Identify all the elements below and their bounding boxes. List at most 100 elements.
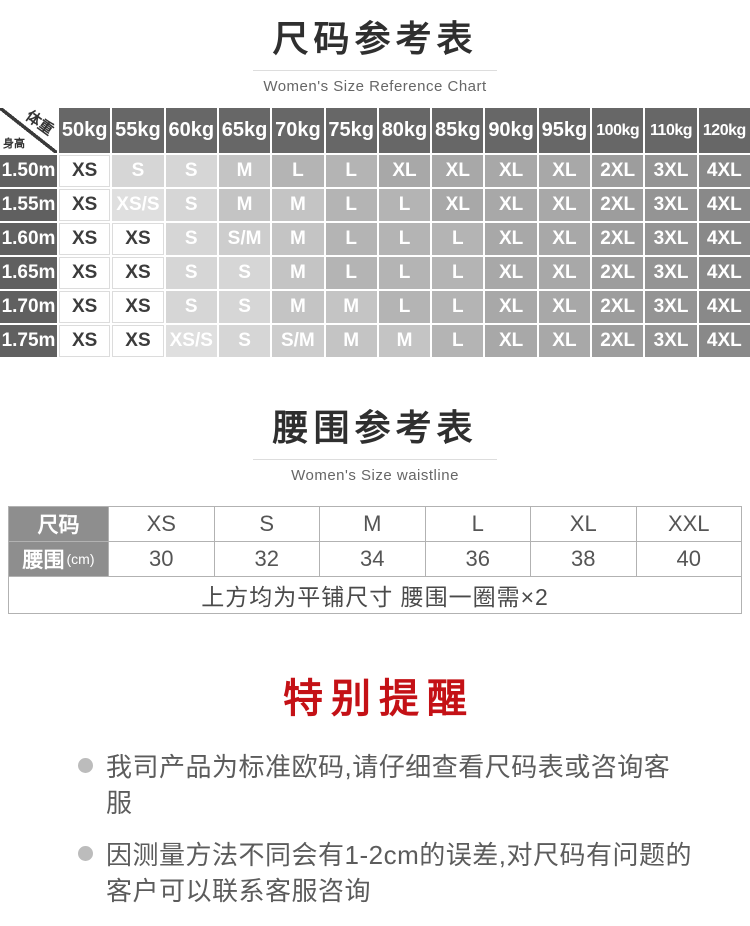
size-cell: XS [59,223,111,255]
size-cell: XS [59,189,111,221]
size-cell: XL [538,257,591,289]
size-cell: 4XL [698,291,750,323]
weight-header: 50kg [59,108,111,153]
size-cell: XS [59,257,111,289]
size-cell: XS [59,325,111,357]
size-cell: XS/S [165,325,217,357]
notice-item: 因测量方法不同会有1-2cm的误差,对尺码有问题的客户可以联系客服咨询 [78,838,695,910]
size-cell: 2XL [592,155,644,187]
size-cell: 2XL [592,223,644,255]
waist-size-cell: XS [109,507,215,542]
size-cell: 2XL [592,257,644,289]
waist-value-cell: 34 [320,542,426,577]
size-cell: 4XL [698,257,750,289]
corner-cell: 体重 身高 [0,108,57,153]
size-cell: L [432,257,484,289]
size-cell: 3XL [645,189,697,221]
size-cell: M [272,291,324,323]
size-cell: M [218,155,271,187]
size-cell: L [432,223,484,255]
size-cell: S [218,291,271,323]
size-cell: XS/S [112,189,164,221]
waist-size-cell: S [214,507,320,542]
waist-chart-header: 腰围参考表 Women's Size waistline [0,389,750,484]
size-cell: XL [485,189,537,221]
size-cell: L [325,189,377,221]
size-chart-title: 尺码参考表 [272,18,478,59]
size-cell: L [325,155,377,187]
size-cell: S [165,257,217,289]
notice-list: 我司产品为标准欧码,请仔细查看尺码表或咨询客服因测量方法不同会有1-2cm的误差… [0,750,750,910]
size-cell: L [272,155,324,187]
weight-header: 80kg [378,108,431,153]
size-cell: XL [485,291,537,323]
size-table: 体重 身高 50kg 55kg 60kg 65kg 70kg 75kg 80kg 85kg 90… [0,108,750,357]
size-cell: XS [112,223,164,255]
notice-title: 特别提醒 [283,677,475,721]
waist-value-cell: 30 [109,542,215,577]
bullet-icon [78,845,93,861]
weight-header: 120kg [698,108,750,153]
size-cell: S [112,155,164,187]
height-label: 1.55m [0,189,57,221]
size-cell: XL [432,189,484,221]
weight-header: 100kg [592,108,644,153]
height-label: 1.70m [0,291,57,323]
size-cell: S [218,325,271,357]
waist-chart-subtitle: Women's Size waistline [291,467,459,484]
height-label: 1.50m [0,155,57,187]
height-label: 1.65m [0,257,57,289]
weight-header: 60kg [165,108,217,153]
size-cell: XL [538,155,591,187]
waist-size-cell: XL [531,507,637,542]
size-cell: 4XL [698,325,750,357]
waist-value-cell: 32 [214,542,320,577]
size-cell: XL [485,325,537,357]
notice-text: 我司产品为标准欧码,请仔细查看尺码表或咨询客服 [106,752,671,818]
divider [253,70,497,71]
size-cell: XL [538,189,591,221]
size-cell: L [432,325,484,357]
weight-header: 70kg [272,108,324,153]
size-cell: XS [59,291,111,323]
size-cell: S [165,155,217,187]
weight-header: 95kg [538,108,591,153]
size-cell: 4XL [698,223,750,255]
waist-label-text: 腰围 [22,549,65,572]
size-cell: 3XL [645,155,697,187]
size-cell: XL [538,325,591,357]
size-cell: M [378,325,431,357]
size-cell: M [272,223,324,255]
size-cell: S [165,291,217,323]
size-cell: XL [538,291,591,323]
size-chart-header: 尺码参考表 Women's Size Reference Chart [0,0,750,95]
size-cell: L [325,257,377,289]
waist-value-cell: 40 [636,542,742,577]
size-cell: L [378,291,431,323]
size-cell: 3XL [645,223,697,255]
weight-header: 90kg [485,108,537,153]
waist-label-unit: (cm) [66,551,95,567]
waist-size-cell: L [425,507,531,542]
weight-header: 85kg [432,108,484,153]
size-cell: M [325,325,377,357]
size-cell: S [218,257,271,289]
size-cell: XL [538,223,591,255]
waist-size-row-label: 尺码 [9,507,109,542]
size-cell: XL [485,155,537,187]
corner-weight-label: 体重 [22,107,57,140]
size-cell: M [272,257,324,289]
waist-note: 上方均为平铺尺寸 腰围一圈需×2 [9,577,742,614]
size-cell: L [378,223,431,255]
waist-value-cell: 36 [425,542,531,577]
size-cell: XS [112,291,164,323]
size-cell: S [165,189,217,221]
size-cell: XL [378,155,431,187]
size-cell: XL [432,155,484,187]
size-cell: 3XL [645,325,697,357]
size-cell: S/M [218,223,271,255]
height-label: 1.75m [0,325,57,357]
weight-header: 110kg [645,108,697,153]
size-cell: S [165,223,217,255]
waist-chart-title: 腰围参考表 [272,407,478,448]
